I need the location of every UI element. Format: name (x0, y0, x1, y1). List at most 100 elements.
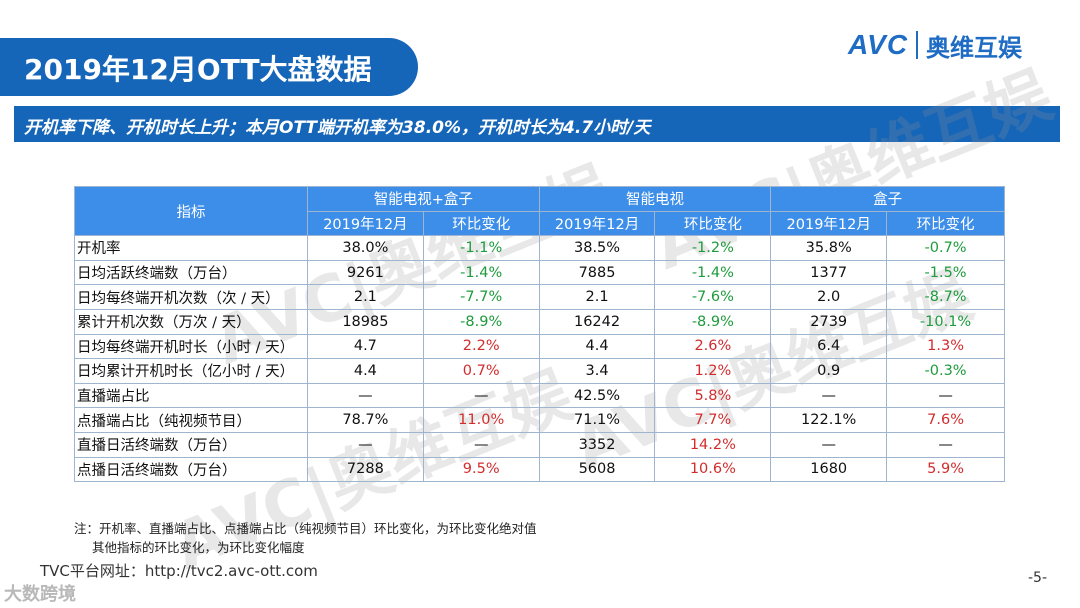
sub-header: 2019年12月 (538, 210, 656, 237)
change-cell: -8.9% (422, 308, 540, 335)
value-cell: 6.4 (770, 333, 888, 360)
value-cell: — (306, 431, 424, 458)
table-row: 日均活跃终端数（万台） 9261 -1.4% 7885 -1.4% 1377 -1.5% (74, 259, 1005, 286)
row-label: 日均累计开机时长（亿小时 / 天） (74, 358, 308, 384)
value-cell: 4.7 (306, 333, 424, 360)
page-number: -5- (1028, 570, 1048, 586)
value-cell: 4.4 (306, 358, 424, 384)
title-banner: 2019年12月OTT大盘数据 (0, 38, 418, 96)
row-label: 点播日活终端数（万台） (74, 456, 308, 483)
change-cell: 7.7% (654, 407, 772, 433)
change-cell: -1.4% (422, 259, 540, 286)
change-cell: 5.8% (654, 382, 772, 409)
change-cell: 10.6% (654, 456, 772, 483)
subtitle-banner: 开机率下降、开机时长上升；本月OTT端开机率为38.0%，开机时长为4.7小时/… (14, 106, 1060, 142)
change-cell: -1.5% (886, 259, 1005, 286)
value-cell: — (770, 431, 888, 458)
header-group-box: 盒子 (770, 186, 1005, 212)
subtitle: 开机率下降、开机时长上升；本月OTT端开机率为38.0%，开机时长为4.7小时/… (24, 118, 651, 138)
corner-watermark: 大数跨境 (4, 584, 76, 605)
value-cell: 3.4 (538, 358, 656, 384)
header-group-smart-tv: 智能电视 (538, 186, 772, 212)
platform-url[interactable]: TVC平台网址：http://tvc2.avc-ott.com (40, 562, 318, 580)
table-row: 点播端占比（纯视频节目） 78.7% 11.0% 71.1% 7.7% 122.1% 7.6… (74, 407, 1005, 433)
value-cell: — (306, 382, 424, 409)
change-cell: 5.9% (886, 456, 1005, 483)
value-cell: 9261 (306, 259, 424, 286)
change-cell: -1.2% (654, 235, 772, 261)
change-cell: 9.5% (422, 456, 540, 483)
table-row: 日均每终端开机次数（次 / 天） 2.1 -7.7% 2.1 -7.6% 2.0 -8.7% (74, 284, 1005, 310)
sub-header: 环比变化 (654, 210, 772, 237)
value-cell: 122.1% (770, 407, 888, 433)
change-cell: 2.2% (422, 333, 540, 360)
change-cell: — (886, 382, 1005, 409)
change-cell: 1.3% (886, 333, 1005, 360)
table-row: 点播日活终端数（万台） 7288 9.5% 5608 10.6% 1680 5.9% (74, 456, 1005, 483)
row-label: 累计开机次数（万次 / 天） (74, 308, 308, 335)
footnote-line-2: 其他指标的环比变化，为环比变化幅度 (92, 540, 305, 555)
change-cell: -8.7% (886, 284, 1005, 310)
footnote: 注：开机率、直播端占比、点播端占比（纯视频节目）环比变化，为环比变化绝对值 其他… (74, 519, 537, 557)
table-row: 累计开机次数（万次 / 天） 18985 -8.9% 16242 -8.9% 2739 -1… (74, 308, 1005, 335)
value-cell: 4.4 (538, 333, 656, 360)
value-cell: 78.7% (306, 407, 424, 433)
sub-header: 2019年12月 (306, 210, 424, 237)
value-cell: 2.1 (306, 284, 424, 310)
table-row: 直播端占比 — —42.5% 5.8% — — (74, 382, 1005, 409)
table-row: 开机率 38.0% -1.1% 38.5% -1.2% 35.8% -0.7% (74, 235, 1005, 261)
row-label: 直播日活终端数（万台） (74, 431, 308, 458)
row-label: 点播端占比（纯视频节目） (74, 407, 308, 433)
change-cell: 11.0% (422, 407, 540, 433)
change-cell: — (422, 431, 540, 458)
row-label: 日均每终端开机次数（次 / 天） (74, 284, 308, 310)
row-label: 直播端占比 (74, 382, 308, 409)
avc-logo: AVC 奥维互娱 (848, 28, 1022, 62)
row-label: 日均活跃终端数（万台） (74, 259, 308, 286)
sub-header: 环比变化 (886, 210, 1005, 237)
value-cell: 38.0% (306, 235, 424, 261)
row-label: 日均每终端开机时长（小时 / 天） (74, 333, 308, 360)
value-cell: 1680 (770, 456, 888, 483)
table-row: 日均累计开机时长（亿小时 / 天） 4.4 0.7% 3.4 1.2% 0.9 -0.3% (74, 358, 1005, 384)
page-title: 2019年12月OTT大盘数据 (24, 53, 372, 86)
logo-cn-text: 奥维互娱 (926, 33, 1023, 62)
change-cell: -7.7% (422, 284, 540, 310)
change-cell: — (422, 382, 540, 409)
footnote-line-1: 注：开机率、直播端占比、点播端占比（纯视频节目）环比变化，为环比变化绝对值 (74, 521, 537, 536)
sub-header: 2019年12月 (770, 210, 888, 237)
change-cell: — (886, 431, 1005, 458)
change-cell: -1.1% (422, 235, 540, 261)
value-cell: 71.1% (538, 407, 656, 433)
value-cell: 5608 (538, 456, 656, 483)
change-cell: 14.2% (654, 431, 772, 458)
sub-header: 环比变化 (422, 210, 540, 237)
value-cell: 1377 (770, 259, 888, 286)
change-cell: -0.7% (886, 235, 1005, 261)
table-row: 日均每终端开机时长（小时 / 天） 4.7 2.2% 4.4 2.6% 6.4 1.3% (74, 333, 1005, 360)
value-cell: 42.5% (538, 382, 656, 409)
logo-divider (916, 31, 919, 59)
value-cell: 0.9 (770, 358, 888, 384)
change-cell: 0.7% (422, 358, 540, 384)
change-cell: 7.6% (886, 407, 1005, 433)
change-cell: 2.6% (654, 333, 772, 360)
value-cell: 38.5% (538, 235, 656, 261)
header-group-tv-box: 智能电视+盒子 (306, 186, 540, 212)
change-cell: -10.1% (886, 308, 1005, 335)
change-cell: -8.9% (654, 308, 772, 335)
value-cell: 7885 (538, 259, 656, 286)
table-body: 开机率 38.0% -1.1% 38.5% -1.2% 35.8% -0.7% 日均活跃终端数… (74, 235, 1005, 483)
value-cell: 3352 (538, 431, 656, 458)
value-cell: 35.8% (770, 235, 888, 261)
header-indicator: 指标 (74, 185, 308, 237)
value-cell: — (770, 382, 888, 409)
value-cell: 2.0 (770, 284, 888, 310)
change-cell: 1.2% (654, 358, 772, 384)
change-cell: -7.6% (654, 284, 772, 310)
change-cell: -0.3% (886, 358, 1005, 384)
ott-data-table: 指标 智能电视+盒子 智能电视 盒子 2019年12月 环比变化 2019年12… (74, 185, 1005, 483)
value-cell: 16242 (538, 308, 656, 335)
value-cell: 2739 (770, 308, 888, 335)
row-label: 开机率 (74, 235, 308, 261)
